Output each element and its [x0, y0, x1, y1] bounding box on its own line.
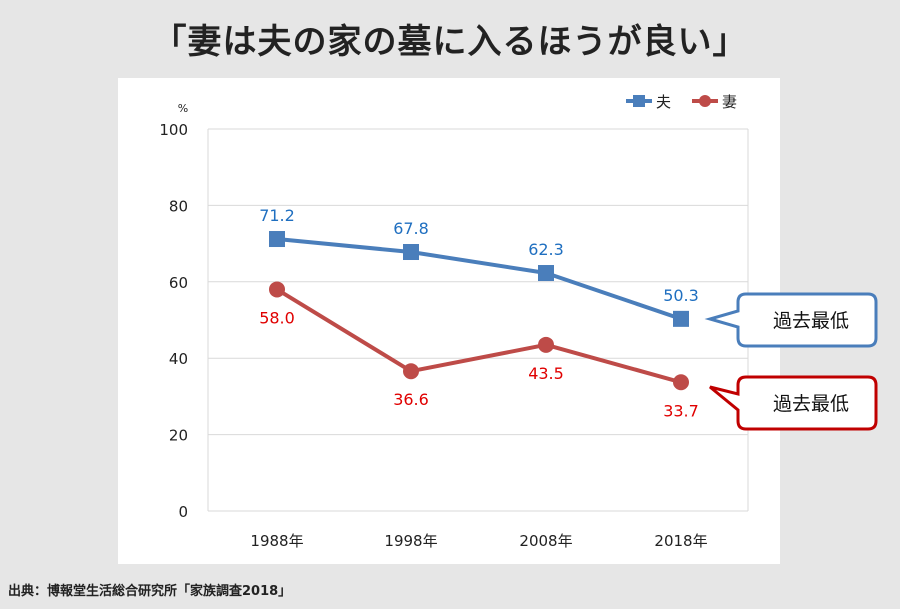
data-label-husband: 62.3 — [528, 240, 564, 259]
data-label-wife: 58.0 — [259, 308, 295, 327]
data-point-husband — [269, 231, 285, 248]
legend-label: 夫 — [656, 93, 671, 111]
legend-marker-husband — [633, 95, 645, 107]
source-note: 出典：博報堂生活総合研究所「家族調査2018」 — [8, 584, 292, 599]
data-label-wife: 36.6 — [393, 390, 429, 409]
gridlines — [207, 128, 749, 512]
y-tick-label: 0 — [178, 503, 188, 521]
data-point-husband — [673, 310, 689, 327]
data-point-wife — [403, 363, 419, 380]
series-lines — [275, 237, 682, 385]
data-label-husband: 71.2 — [259, 206, 295, 225]
y-tick-label: 20 — [169, 427, 188, 445]
y-tick-label: 60 — [169, 274, 188, 292]
x-tick-labels: 1988年 1998年 2008年 2018年 — [250, 532, 707, 550]
y-tick-labels: 0 20 40 60 80 100% — [159, 102, 188, 521]
callout-box — [704, 292, 878, 348]
y-tick-label: 80 — [169, 197, 188, 215]
data-point-wife — [538, 336, 554, 353]
data-point-wife — [269, 281, 285, 298]
legend-label: 妻 — [722, 93, 737, 111]
legend-marker-wife — [699, 95, 711, 107]
x-tick-label: 1988年 — [250, 532, 303, 550]
data-point-wife — [673, 374, 689, 391]
y-tick-label: 100 — [159, 121, 188, 139]
chart-panel — [118, 78, 780, 564]
series-markers — [269, 231, 689, 391]
callout-label: 過去最低 — [773, 393, 849, 415]
data-labels: 71.2 67.8 62.3 50.3 58.0 36.6 43.5 33.7 — [259, 206, 699, 420]
callout-box — [709, 375, 878, 431]
data-label-wife: 33.7 — [663, 401, 699, 420]
x-tick-label: 2008年 — [519, 532, 572, 550]
series-line-wife — [275, 287, 682, 385]
data-label-wife: 43.5 — [528, 364, 564, 383]
data-label-husband: 67.8 — [393, 219, 429, 238]
data-point-husband — [538, 265, 554, 282]
y-unit-label: % — [178, 102, 188, 115]
data-label-husband: 50.3 — [663, 286, 699, 305]
y-tick-label: 40 — [169, 350, 188, 368]
x-tick-label: 2018年 — [654, 532, 707, 550]
series-line-husband — [276, 237, 682, 321]
data-point-husband — [403, 244, 419, 261]
chart-title: 「妻は夫の家の墓に入るほうが良い」 — [152, 22, 748, 62]
legend: 夫妻 — [626, 93, 737, 111]
x-tick-label: 1998年 — [384, 532, 437, 550]
callout-label: 過去最低 — [773, 310, 849, 332]
